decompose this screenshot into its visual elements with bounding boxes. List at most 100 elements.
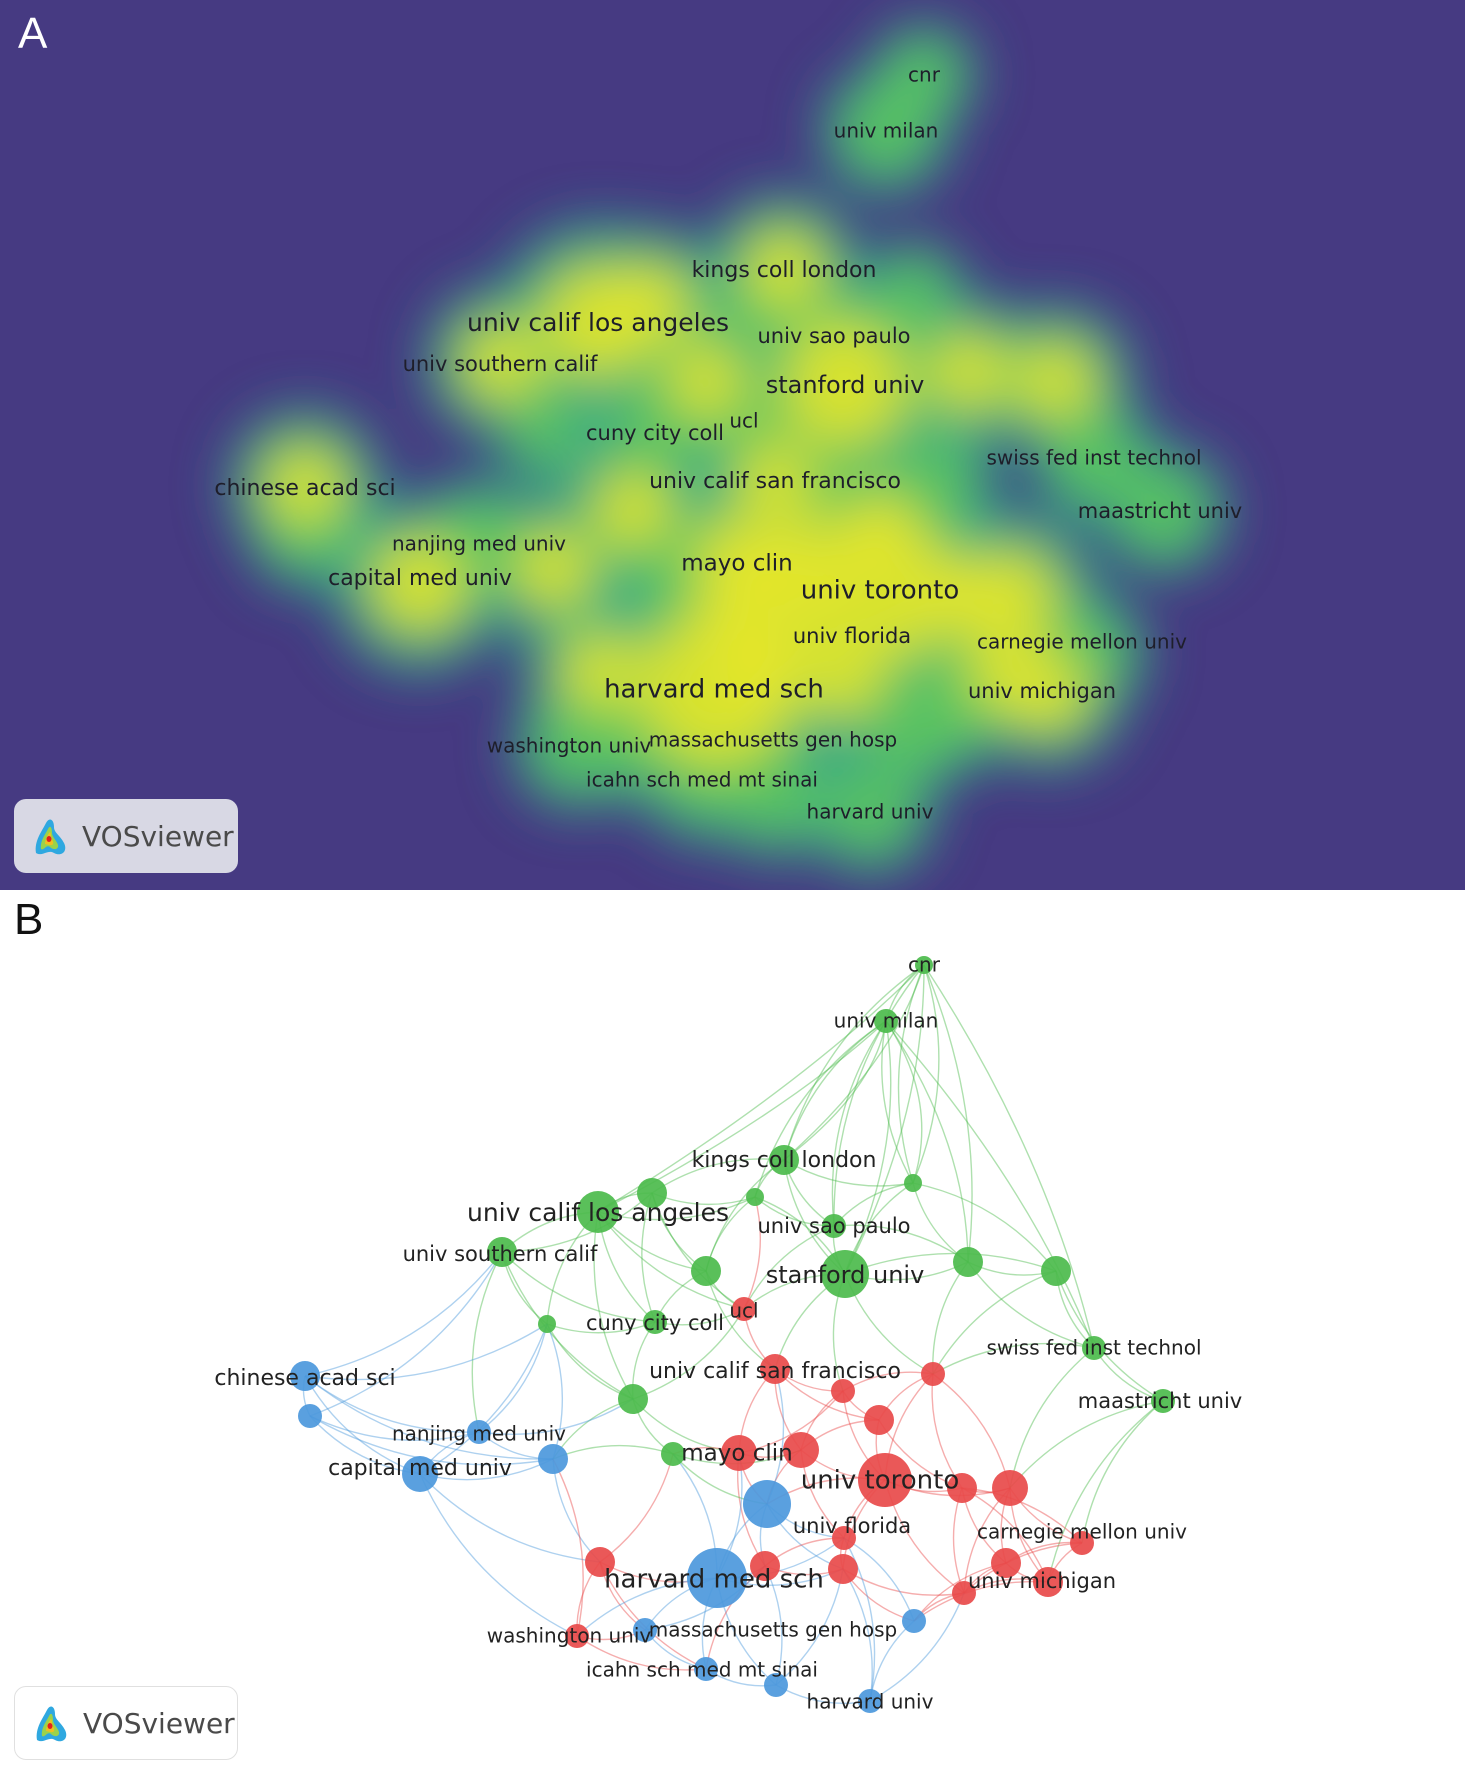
network-link: [304, 1375, 480, 1433]
network-node: [822, 1214, 846, 1238]
vosviewer-watermark: VOSviewer: [14, 1686, 238, 1760]
density-mid: [868, 685, 960, 777]
density-core: [746, 232, 822, 308]
network-node: [952, 1581, 976, 1605]
density-label: washington univ: [487, 734, 652, 758]
network-link: [783, 1159, 914, 1187]
density-mid: [730, 749, 822, 841]
network-label: icahn sch med mt sinai: [586, 1658, 818, 1682]
network-label: univ michigan: [968, 1569, 1116, 1593]
network-link: [932, 1342, 1095, 1375]
network-link: [552, 1458, 584, 1637]
network-link: [1047, 1400, 1164, 1583]
network-link: [1009, 1400, 1164, 1489]
density-label: univ calif los angeles: [467, 308, 729, 337]
network-label: massachusetts gen hosp: [649, 1618, 897, 1642]
network-node: [821, 1250, 869, 1298]
density-core: [668, 343, 744, 419]
vosviewer-label: VOSviewer: [83, 1706, 235, 1740]
density-map: cnr univ milan kings coll london univ calif…: [0, 0, 1465, 890]
network-node: [864, 1405, 894, 1435]
vosviewer-logo-icon: [35, 819, 66, 855]
network-node: [874, 1009, 898, 1033]
network-link: [967, 1261, 1095, 1349]
density-label: chinese acad sci: [214, 476, 395, 501]
network-link: [309, 1415, 480, 1441]
vosviewer-watermark: VOSviewer: [14, 799, 238, 873]
density-label: nanjing med univ: [392, 532, 566, 556]
network-link: [597, 964, 925, 1213]
network-link: [885, 1020, 923, 1184]
network-node: [858, 1453, 912, 1507]
network-node: [828, 1554, 858, 1584]
network-node: [691, 1256, 721, 1286]
network-link: [783, 964, 925, 1161]
panel-letter-b: B: [14, 895, 44, 944]
network-label: ucl: [729, 1299, 758, 1323]
network-label: univ florida: [793, 1514, 911, 1538]
density-label: mayo clin: [681, 551, 793, 577]
network-link: [842, 1568, 873, 1702]
network-link: [833, 964, 925, 1227]
network-link: [844, 964, 925, 1275]
panel-letter-a: A: [18, 9, 48, 58]
network-label: nanjing med univ: [392, 1422, 566, 1446]
density-label: univ southern calif: [403, 352, 598, 376]
network-label: harvard med sch: [604, 1565, 824, 1595]
network-node: [290, 1361, 320, 1391]
network-link: [304, 1375, 421, 1475]
network-link: [961, 1487, 1083, 1544]
density-mid: [840, 85, 932, 177]
network-label: kings coll london: [692, 1148, 877, 1173]
density-label: stanford univ: [766, 371, 925, 399]
network-link: [304, 1375, 554, 1460]
density-label: swiss fed inst technol: [986, 446, 1201, 470]
network-link: [912, 1182, 1057, 1272]
network-node: [743, 1480, 791, 1528]
network-link: [651, 1158, 785, 1194]
network-link: [599, 1453, 674, 1563]
panel-network: cnr univ milan kings coll london univ calif…: [0, 890, 1465, 1772]
density-core: [544, 268, 652, 376]
density-mid: [609, 386, 701, 478]
density-mid: [1048, 412, 1140, 504]
network-label: chinese acad sci: [214, 1366, 395, 1391]
network-node: [732, 1297, 756, 1321]
network-node: [618, 1384, 648, 1414]
network-link: [478, 1323, 548, 1433]
network-node: [577, 1191, 619, 1233]
panel-density: cnr univ milan kings coll london univ calif…: [0, 0, 1465, 890]
network-link: [471, 1251, 503, 1433]
network-label: univ calif los angeles: [467, 1198, 729, 1227]
network-label: washington univ: [487, 1624, 652, 1648]
network-node: [538, 1315, 556, 1333]
network-node: [565, 1624, 589, 1648]
network-link: [923, 964, 1095, 1349]
density-core: [464, 324, 540, 400]
network-node: [915, 956, 933, 974]
network-node: [298, 1404, 322, 1428]
network-node: [721, 1435, 757, 1471]
network-node: [467, 1420, 491, 1444]
network-label: harvard univ: [807, 1690, 934, 1714]
network-node: [637, 1178, 667, 1208]
network-node: [992, 1470, 1028, 1506]
network-label: cnr: [908, 953, 941, 977]
network-node: [904, 1174, 922, 1192]
density-core: [964, 552, 1056, 644]
network-link: [309, 1251, 503, 1417]
network-node: [921, 1362, 945, 1386]
network-link: [501, 1251, 656, 1323]
network-node: [991, 1548, 1021, 1578]
network-link: [844, 1252, 1057, 1275]
network-link: [881, 1020, 914, 1184]
network-node: [633, 1618, 657, 1642]
density-core: [562, 634, 638, 710]
density-mid: [875, 255, 951, 331]
network-label: carnegie mellon univ: [977, 1520, 1187, 1544]
density-label: harvard univ: [807, 800, 934, 824]
network-label: cuny city coll: [586, 1311, 724, 1335]
network-link: [419, 1323, 548, 1475]
density-core: [815, 520, 955, 660]
network-link: [576, 1635, 707, 1671]
